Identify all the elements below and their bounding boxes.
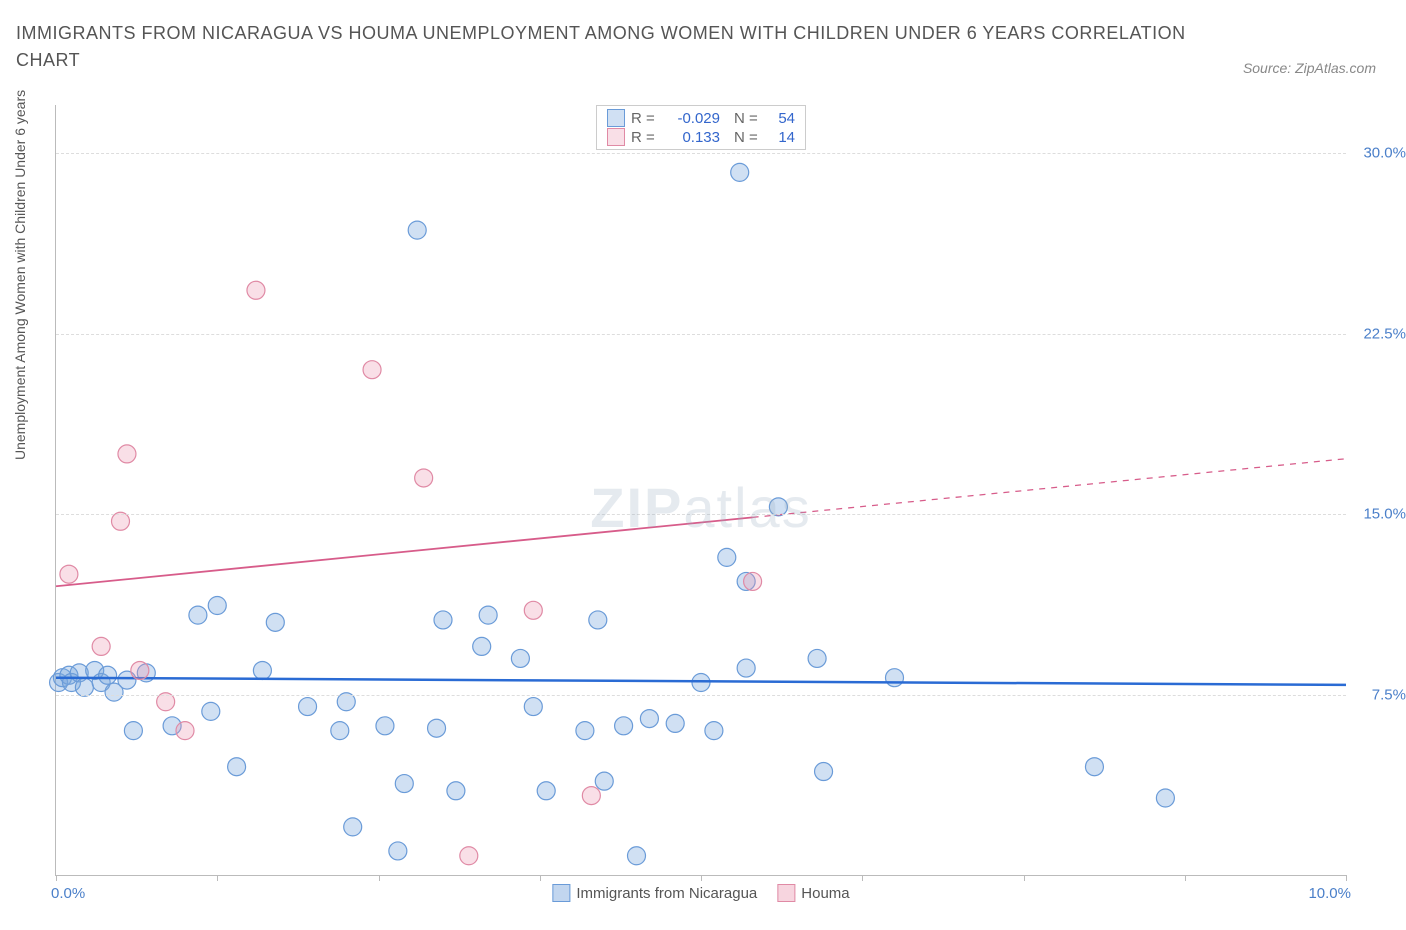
data-point xyxy=(718,548,736,566)
data-point xyxy=(189,606,207,624)
chart-title: IMMIGRANTS FROM NICARAGUA VS HOUMA UNEMP… xyxy=(16,20,1206,74)
x-tick xyxy=(1024,875,1025,881)
gridline xyxy=(56,695,1346,696)
data-point xyxy=(208,597,226,615)
data-point xyxy=(344,818,362,836)
gridline xyxy=(56,334,1346,335)
x-tick xyxy=(56,875,57,881)
y-axis-title: Unemployment Among Women with Children U… xyxy=(12,90,28,460)
data-point xyxy=(640,710,658,728)
data-point xyxy=(524,698,542,716)
data-point xyxy=(60,565,78,583)
data-point xyxy=(524,601,542,619)
data-point xyxy=(118,445,136,463)
data-point xyxy=(511,649,529,667)
data-point xyxy=(434,611,452,629)
data-point xyxy=(744,572,762,590)
legend-bottom-swatch-1 xyxy=(777,884,795,902)
data-point xyxy=(576,722,594,740)
data-point xyxy=(815,763,833,781)
trend-line-dashed xyxy=(753,459,1346,518)
data-point xyxy=(1085,758,1103,776)
data-point xyxy=(460,847,478,865)
data-point xyxy=(582,787,600,805)
data-point xyxy=(428,719,446,737)
x-tick xyxy=(701,875,702,881)
legend-item-1: Houma xyxy=(777,884,849,902)
legend-r-label-0: R = xyxy=(631,110,659,127)
data-point xyxy=(247,281,265,299)
legend-row-series-1: R = 0.133 N = 14 xyxy=(607,128,795,146)
legend-row-series-0: R = -0.029 N = 54 xyxy=(607,109,795,127)
gridline xyxy=(56,153,1346,154)
legend-r-label-1: R = xyxy=(631,129,659,146)
legend-swatch-0 xyxy=(607,109,625,127)
y-tick-label: 7.5% xyxy=(1351,686,1406,703)
data-point xyxy=(537,782,555,800)
legend-n-value-0: 54 xyxy=(770,110,795,127)
data-point xyxy=(886,669,904,687)
data-point xyxy=(595,772,613,790)
data-point xyxy=(176,722,194,740)
data-point xyxy=(266,613,284,631)
data-point xyxy=(131,661,149,679)
chart-svg xyxy=(56,105,1346,875)
gridline xyxy=(56,514,1346,515)
x-tick xyxy=(217,875,218,881)
data-point xyxy=(447,782,465,800)
data-point xyxy=(228,758,246,776)
data-point xyxy=(479,606,497,624)
legend-bottom-label-1: Houma xyxy=(801,885,849,902)
legend-bottom-swatch-0 xyxy=(552,884,570,902)
data-point xyxy=(705,722,723,740)
data-point xyxy=(737,659,755,677)
data-point xyxy=(376,717,394,735)
data-point xyxy=(615,717,633,735)
legend-r-value-0: -0.029 xyxy=(665,110,720,127)
legend-n-label-1: N = xyxy=(734,129,764,146)
data-point xyxy=(389,842,407,860)
data-point xyxy=(473,637,491,655)
plot-area: ZIPatlas R = -0.029 N = 54 R = 0.133 N =… xyxy=(55,105,1346,876)
legend-item-0: Immigrants from Nicaragua xyxy=(552,884,757,902)
y-tick-label: 15.0% xyxy=(1351,506,1406,523)
data-point xyxy=(731,163,749,181)
legend-correlation: R = -0.029 N = 54 R = 0.133 N = 14 xyxy=(596,105,806,150)
data-point xyxy=(299,698,317,716)
y-tick-label: 22.5% xyxy=(1351,325,1406,342)
data-point xyxy=(415,469,433,487)
data-point xyxy=(1156,789,1174,807)
x-tick xyxy=(1346,875,1347,881)
x-tick xyxy=(379,875,380,881)
legend-n-label-0: N = xyxy=(734,110,764,127)
data-point xyxy=(408,221,426,239)
data-point xyxy=(395,775,413,793)
data-point xyxy=(666,714,684,732)
legend-n-value-1: 14 xyxy=(770,129,795,146)
x-tick xyxy=(540,875,541,881)
legend-r-value-1: 0.133 xyxy=(665,129,720,146)
data-point xyxy=(124,722,142,740)
data-point xyxy=(331,722,349,740)
data-point xyxy=(808,649,826,667)
source-attribution: Source: ZipAtlas.com xyxy=(1243,60,1376,76)
legend-swatch-1 xyxy=(607,128,625,146)
y-tick-label: 30.0% xyxy=(1351,145,1406,162)
x-tick xyxy=(862,875,863,881)
data-point xyxy=(589,611,607,629)
data-point xyxy=(92,637,110,655)
x-axis-label-max: 10.0% xyxy=(1308,885,1351,902)
data-point xyxy=(99,666,117,684)
x-axis-label-min: 0.0% xyxy=(51,885,85,902)
legend-series: Immigrants from Nicaragua Houma xyxy=(552,884,849,902)
data-point xyxy=(253,661,271,679)
data-point xyxy=(202,702,220,720)
trend-line-solid xyxy=(56,517,753,586)
data-point xyxy=(363,361,381,379)
data-point xyxy=(628,847,646,865)
x-tick xyxy=(1185,875,1186,881)
legend-bottom-label-0: Immigrants from Nicaragua xyxy=(576,885,757,902)
